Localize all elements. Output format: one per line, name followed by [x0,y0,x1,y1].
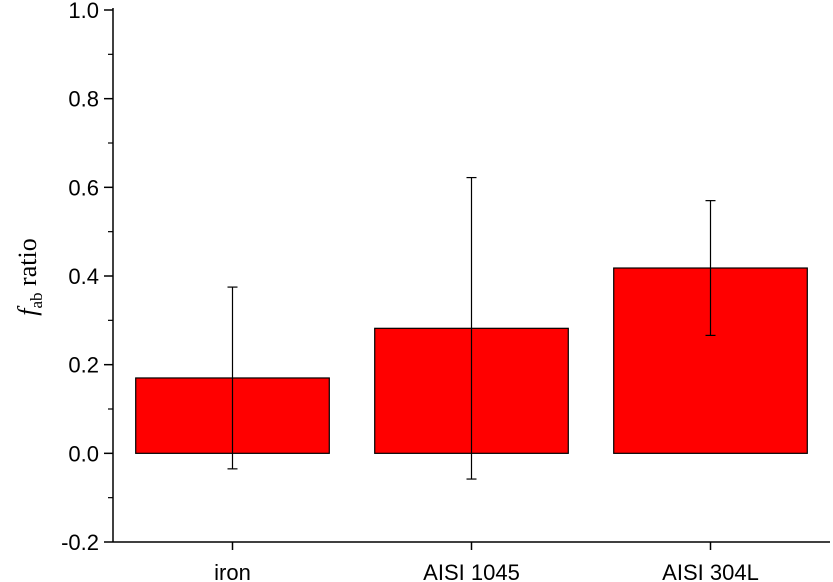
x-tick-label-2: AISI 304L [662,560,759,582]
y-tick-label-4: 0.6 [68,175,99,200]
y-tick-label-3: 0.4 [68,264,99,289]
y-tick-label-6: 1.0 [68,0,99,23]
y-axis-label: fab ratio [13,238,46,315]
y-tick-label-1: 0.0 [68,441,99,466]
y-ticks-group: -0.2 0.0 0.2 0.4 0.6 0.8 1.0 [61,0,113,555]
y-axis-label-symbol: f [13,305,42,316]
x-tick-label-1: AISI 1045 [423,560,520,582]
y-axis-label-text: ratio [13,238,42,292]
error-bars-group [227,176,716,480]
y-tick-label-5: 0.8 [68,87,99,112]
x-ticks-group: iron AISI 1045 AISI 304L [214,542,759,582]
y-tick-label-0: -0.2 [61,530,99,555]
y-tick-label-2: 0.2 [68,353,99,378]
x-tick-label-0: iron [214,560,251,582]
y-axis-label-subscript: ab [27,292,46,308]
